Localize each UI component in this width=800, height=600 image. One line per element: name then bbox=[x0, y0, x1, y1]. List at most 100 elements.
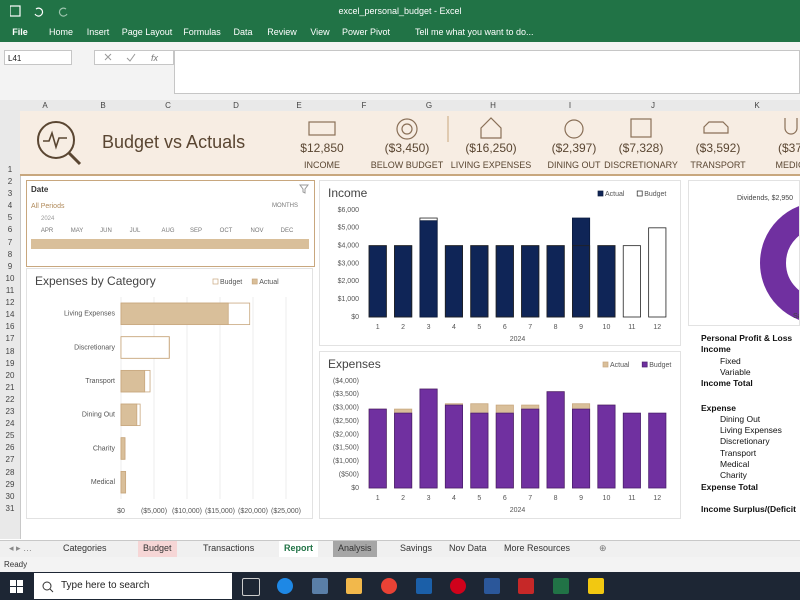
taskbar-icon[interactable] bbox=[381, 578, 397, 594]
slicer-level[interactable]: MONTHS bbox=[272, 203, 298, 209]
ribbon-tab[interactable]: View bbox=[310, 27, 330, 37]
x-tick-label: 5 bbox=[477, 324, 481, 331]
ribbon-tab[interactable]: Review bbox=[267, 27, 297, 37]
x-tick-label: ($5,000) bbox=[141, 508, 167, 515]
bar bbox=[495, 412, 514, 489]
status-text: Ready bbox=[4, 560, 28, 569]
sheet-tab[interactable]: More Resources bbox=[504, 543, 571, 553]
bar bbox=[521, 408, 540, 489]
sheet-tab[interactable]: Transactions bbox=[203, 543, 255, 553]
start-button[interactable] bbox=[10, 580, 24, 594]
y-tick-label: ($2,000) bbox=[333, 431, 359, 438]
pnl-item: Charity bbox=[720, 470, 747, 481]
quick-access[interactable] bbox=[10, 5, 80, 17]
bar bbox=[120, 369, 146, 393]
x-tick-label: ($20,000) bbox=[238, 508, 268, 515]
ribbon-tab[interactable]: Formulas bbox=[183, 27, 221, 37]
date-slicer[interactable]: Date All Periods MONTHS 2024 APR MAY JUN JU… bbox=[26, 180, 315, 267]
bar bbox=[546, 245, 565, 318]
timeline-bar[interactable] bbox=[31, 239, 309, 249]
ribbon-tab[interactable]: File bbox=[12, 27, 28, 37]
taskbar-icon[interactable] bbox=[553, 578, 569, 594]
title-bar: excel_personal_budget - Excel bbox=[0, 0, 800, 22]
search-icon bbox=[42, 581, 54, 593]
sheet-tab[interactable]: Nov Data bbox=[449, 543, 487, 553]
taskbar-icon[interactable] bbox=[277, 578, 293, 594]
legend-label: Budget bbox=[649, 362, 671, 369]
ribbon-tab[interactable]: Home bbox=[48, 27, 74, 37]
svg-text:fx: fx bbox=[151, 53, 159, 63]
y-tick-label: $4,000 bbox=[338, 243, 360, 250]
name-box[interactable]: L41 bbox=[4, 50, 72, 65]
x-tick-label: 3 bbox=[427, 495, 431, 502]
kpi-label: DINING OUT bbox=[547, 160, 601, 170]
slicer-month: DEC bbox=[280, 228, 294, 234]
taskbar-icon[interactable] bbox=[450, 578, 466, 594]
row-header: 31 bbox=[5, 503, 15, 513]
row-header: 26 bbox=[5, 443, 15, 453]
column-header: I bbox=[568, 101, 572, 110]
y-tick-label: ($2,500) bbox=[333, 418, 359, 425]
x-tick-label: 4 bbox=[452, 495, 456, 502]
taskbar-icon[interactable] bbox=[242, 578, 260, 596]
ribbon-tab[interactable]: Power Pivot bbox=[341, 27, 391, 37]
x-tick-label: 1 bbox=[376, 495, 380, 502]
add-sheet[interactable]: ⊕ bbox=[599, 543, 607, 553]
row-header: 12 bbox=[5, 298, 15, 308]
formula-input[interactable] bbox=[174, 50, 800, 94]
sheet-tabs: ◂ ▸ … Categories Budget Transactions Rep… bbox=[0, 540, 800, 559]
search-box[interactable]: Type here to search bbox=[34, 573, 232, 599]
bar bbox=[394, 412, 413, 489]
bar bbox=[120, 403, 138, 427]
row-header: 11 bbox=[5, 285, 15, 295]
ribbon-tab[interactable]: Insert bbox=[86, 27, 110, 37]
filter-icon[interactable] bbox=[299, 184, 309, 194]
sheet-tab[interactable]: Savings bbox=[400, 543, 433, 553]
sheet-tab[interactable]: Categories bbox=[63, 543, 107, 553]
taskbar-icon[interactable] bbox=[588, 578, 604, 594]
y-tick-label: ($4,000) bbox=[333, 378, 359, 385]
row-header: 29 bbox=[5, 479, 15, 489]
taskbar-icon[interactable] bbox=[484, 578, 500, 594]
row-header: 7 bbox=[7, 237, 13, 247]
bar bbox=[470, 245, 489, 318]
tell-me[interactable]: Tell me what you want to do... bbox=[415, 27, 534, 37]
sheet-tab[interactable]: Analysis bbox=[333, 541, 377, 557]
x-tick-label: $0 bbox=[117, 508, 125, 515]
x-tick-label: 11 bbox=[628, 324, 635, 331]
bar bbox=[648, 412, 667, 489]
column-header: B bbox=[100, 101, 106, 110]
ribbon-tab[interactable]: Page Layout bbox=[121, 27, 173, 37]
row-header: 2 bbox=[7, 177, 13, 186]
legend-label: Actual bbox=[605, 191, 625, 198]
slicer-selection: All Periods bbox=[31, 203, 65, 210]
bar bbox=[368, 245, 387, 318]
scroll-arrows[interactable]: ◂ ▸ … bbox=[9, 543, 33, 553]
x-axis-title: 2024 bbox=[510, 336, 526, 343]
taskbar-icon[interactable] bbox=[346, 578, 362, 594]
chart-title: Expenses bbox=[328, 357, 381, 371]
slicer-month: NOV bbox=[250, 228, 264, 234]
kpi-label: LIVING EXPENSES bbox=[450, 160, 532, 170]
taskbar-icon[interactable] bbox=[416, 578, 432, 594]
donut-label: Sa bbox=[793, 313, 800, 320]
x-tick-label: 6 bbox=[503, 495, 507, 502]
x-tick-label: 10 bbox=[603, 324, 611, 331]
ribbon-tab[interactable]: Data bbox=[233, 27, 253, 37]
sheet-tab[interactable]: Budget bbox=[138, 541, 177, 557]
row-header: 5 bbox=[7, 213, 13, 223]
dashboard-header bbox=[20, 111, 800, 176]
bar bbox=[419, 388, 438, 489]
category-label: Medical bbox=[91, 479, 116, 486]
dashboard-title: Budget vs Actuals bbox=[102, 132, 246, 152]
row-header: 25 bbox=[5, 431, 15, 441]
bar bbox=[470, 245, 489, 318]
taskbar-icon[interactable] bbox=[312, 578, 328, 594]
slicer-year: 2024 bbox=[41, 216, 55, 222]
x-tick-label: 7 bbox=[528, 324, 532, 331]
pnl-heading: Expense Total bbox=[701, 481, 758, 492]
column-header: A bbox=[42, 101, 48, 110]
taskbar-icon[interactable] bbox=[518, 578, 534, 594]
x-tick-label: 3 bbox=[427, 324, 431, 331]
bar bbox=[120, 437, 126, 460]
